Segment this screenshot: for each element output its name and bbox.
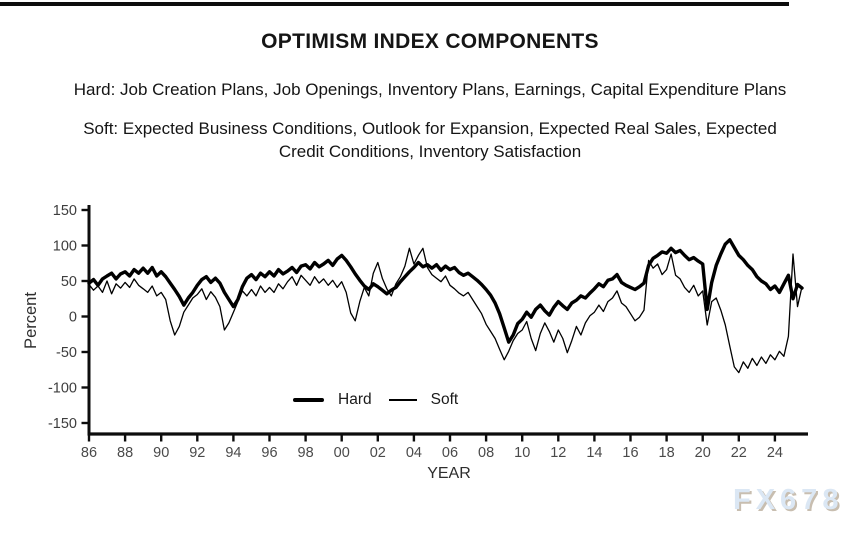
x-tick-label: 20 [695, 445, 711, 461]
y-axis-title: Percent [22, 292, 40, 349]
y-tick-label: -150 [48, 416, 77, 432]
y-tick-label: -100 [48, 381, 77, 397]
x-tick-label: 08 [478, 445, 494, 461]
chart-area: 150 100 50 0 -50 -100 -150 86 88 90 92 94 96 98 00 02 04… [0, 190, 860, 495]
x-tick-label: 86 [81, 445, 97, 461]
soft-components-description: Soft: Expected Business Conditions, Outl… [0, 117, 860, 163]
fx678-watermark: FX678 [733, 484, 844, 516]
x-tick-label: 98 [298, 445, 314, 461]
legend-label-soft: Soft [430, 391, 459, 408]
x-tick-label: 94 [225, 445, 241, 461]
x-tick-label: 90 [153, 445, 169, 461]
x-tick-label: 12 [550, 445, 566, 461]
chart-legend: Hard Soft [293, 391, 458, 409]
x-tick-label: 14 [586, 445, 602, 461]
page-title: OPTIMISM INDEX COMPONENTS [261, 30, 599, 53]
y-tick-label: 0 [69, 310, 77, 326]
soft-description-line2: Credit Conditions, Inventory Satisfactio… [278, 142, 582, 161]
soft-line-swatch-icon [388, 399, 417, 401]
hard-line-swatch-icon [293, 397, 324, 403]
x-tick-label: 10 [514, 445, 530, 461]
x-tick-label: 96 [261, 445, 277, 461]
series-hard-line [87, 238, 804, 344]
x-tick-label: 22 [731, 445, 747, 461]
x-tick-label: 92 [189, 445, 205, 461]
x-tick-label: 06 [442, 445, 458, 461]
x-tick-label: 24 [767, 445, 783, 461]
hard-components-description: Hard: Job Creation Plans, Job Openings, … [73, 80, 787, 99]
x-tick-label: 88 [117, 445, 133, 461]
y-tick-label: 150 [53, 203, 77, 219]
x-tick-label: 00 [334, 445, 350, 461]
y-tick-label: 50 [61, 274, 77, 290]
x-tick-label: 04 [406, 445, 422, 461]
series-soft-line [88, 247, 803, 374]
legend-item-hard: Hard [293, 391, 372, 409]
y-tick-label: -50 [56, 345, 77, 361]
x-axis-title: YEAR [427, 465, 471, 482]
legend-label-hard: Hard [338, 391, 372, 408]
x-tick-label: 16 [622, 445, 638, 461]
top-border-rule [0, 2, 789, 6]
soft-description-line1: Soft: Expected Business Conditions, Outl… [83, 119, 777, 138]
legend-item-soft: Soft [388, 391, 459, 409]
x-tick-label: 18 [659, 445, 675, 461]
x-tick-label: 02 [370, 445, 386, 461]
y-tick-label: 100 [53, 239, 77, 255]
